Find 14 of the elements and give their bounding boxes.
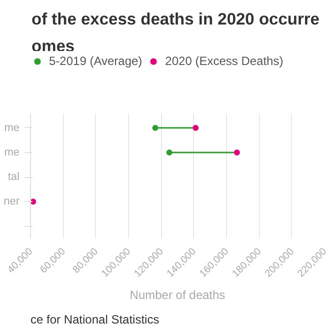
y-tick-label: me	[4, 122, 20, 134]
text: ce for National Statistics	[30, 312, 160, 326]
point	[234, 149, 240, 156]
x-axis-title: Number of deaths	[130, 288, 226, 302]
legend-label: 2020 (Excess Deaths)	[165, 54, 284, 68]
legend-label: 5-2019 (Average)	[49, 54, 142, 68]
chart-title: of the excess deaths in 2020 occurre omes	[32, 10, 320, 56]
point	[152, 124, 158, 131]
point	[30, 198, 36, 205]
point	[166, 149, 172, 156]
point	[192, 124, 199, 131]
y-tick-label: tal	[8, 171, 20, 184]
y-tick-label: ner	[4, 196, 20, 208]
y-tick-label: me	[4, 146, 20, 158]
